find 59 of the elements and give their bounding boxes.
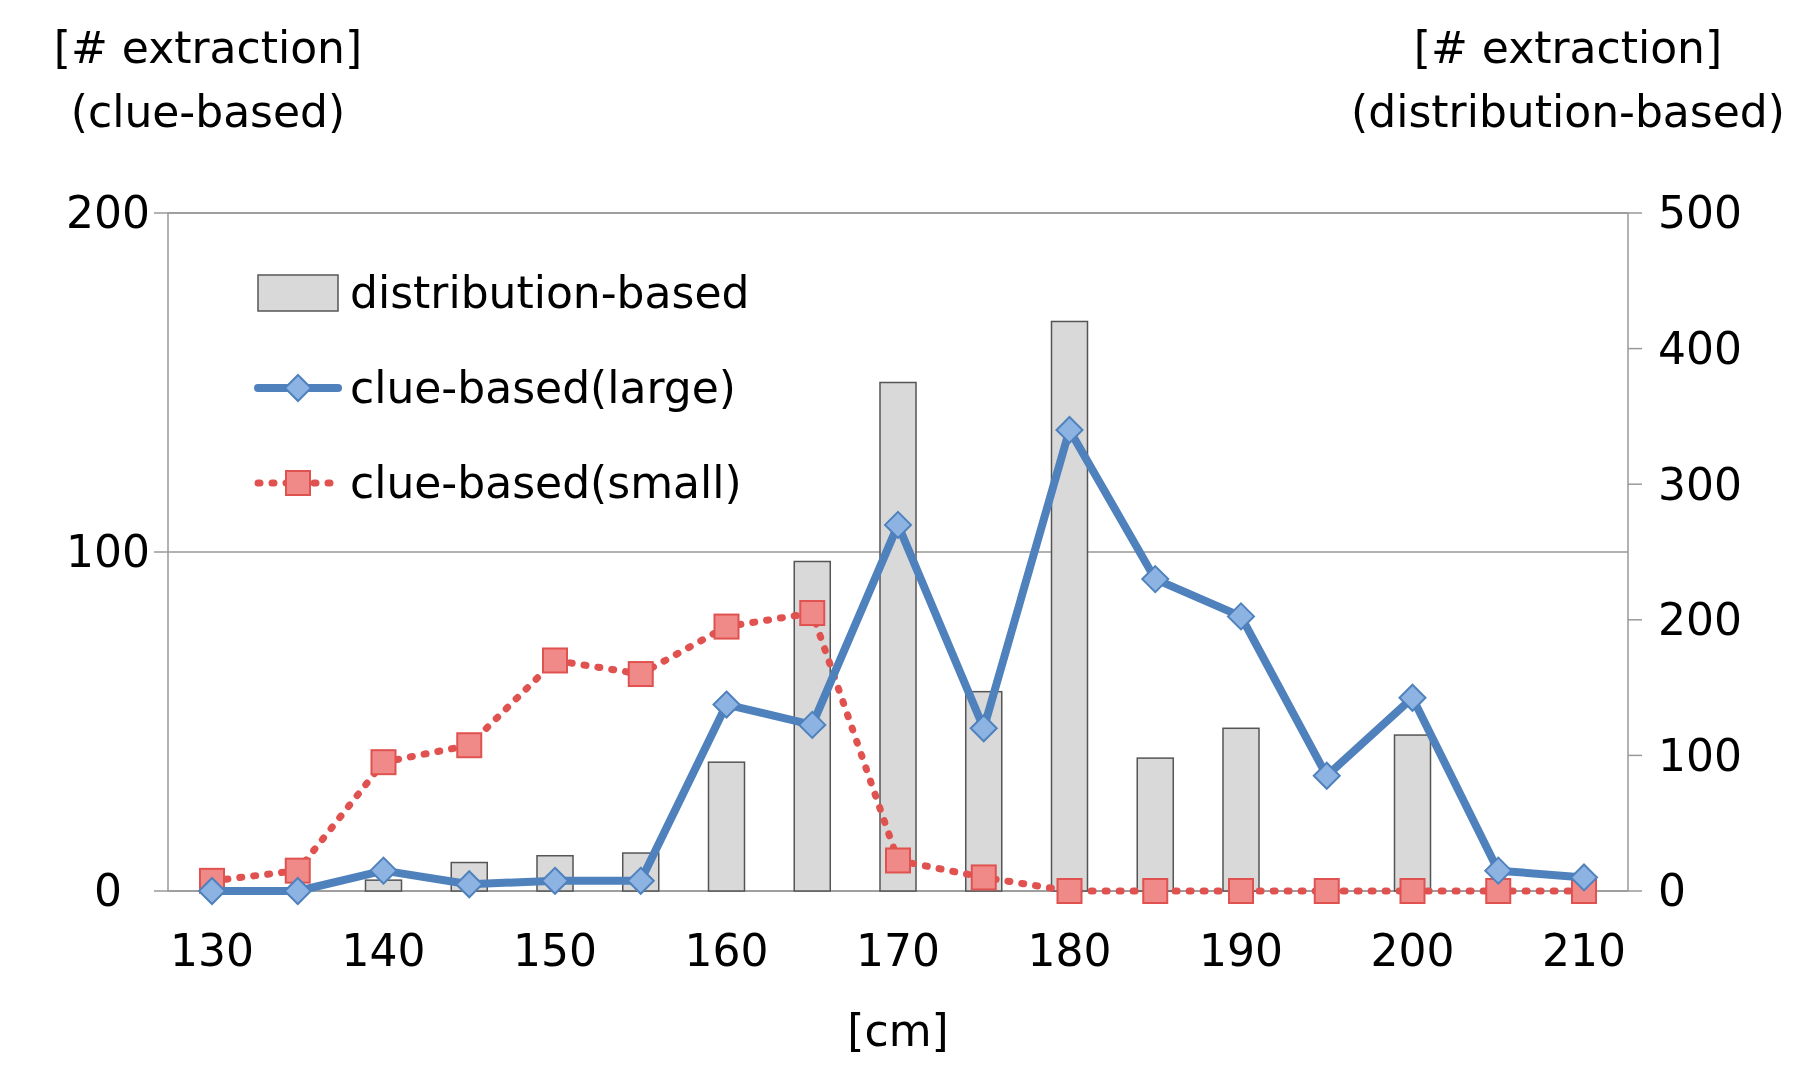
x-axis-title: [cm] — [847, 1005, 949, 1056]
point — [284, 857, 311, 884]
point — [713, 613, 740, 640]
point — [1398, 683, 1427, 712]
point — [885, 847, 911, 874]
point — [283, 877, 312, 905]
point — [884, 510, 912, 539]
y-axis-title: [# extraction] (clue-based) — [53, 22, 363, 137]
y-tick-label: 100 — [66, 526, 150, 578]
bar — [1222, 727, 1260, 892]
bar — [707, 761, 746, 892]
x-tick-label: 200 — [1370, 925, 1455, 976]
point — [1399, 878, 1426, 904]
y-tick-label: 200 — [66, 187, 150, 239]
point — [1313, 878, 1340, 904]
x-tick-label: 130 — [170, 925, 254, 976]
point — [542, 647, 568, 674]
point — [1228, 878, 1254, 904]
point — [1312, 761, 1341, 790]
y2-tick-label: 500 — [1658, 187, 1742, 239]
point — [1141, 565, 1170, 594]
point — [799, 600, 826, 627]
point — [1485, 878, 1512, 904]
point — [1056, 878, 1083, 904]
point — [712, 690, 741, 719]
point — [1227, 602, 1255, 631]
x-tick-label: 210 — [1542, 925, 1626, 976]
x-tick-label: 150 — [513, 925, 597, 976]
point — [969, 714, 998, 743]
point — [1484, 856, 1513, 885]
point — [1570, 863, 1598, 892]
point — [369, 856, 398, 885]
point — [456, 732, 483, 759]
y-tick-label: 0 — [94, 865, 122, 917]
bar — [1050, 320, 1089, 892]
point — [627, 661, 654, 688]
point — [1055, 415, 1084, 444]
x-tick-label: 180 — [1027, 925, 1112, 976]
bar — [364, 879, 403, 892]
legend-label: clue-based(small) — [350, 457, 742, 509]
x-tick-label: 140 — [341, 925, 426, 976]
y2-tick-label: 100 — [1658, 729, 1742, 781]
bar — [1393, 734, 1432, 892]
point — [798, 710, 827, 739]
legend-label: distribution-based — [350, 267, 750, 319]
point — [1142, 878, 1169, 904]
x-tick-label: 170 — [856, 925, 940, 976]
bar — [1136, 757, 1175, 892]
y2-tick-label: 400 — [1658, 323, 1742, 374]
point — [970, 864, 997, 891]
point — [198, 877, 226, 905]
x-tick-label: 190 — [1199, 925, 1283, 976]
legend-label: clue-based(large) — [350, 362, 736, 414]
x-tick-label: 160 — [684, 925, 769, 976]
y2-axis-title: [# extraction] (distribution-based) — [1351, 22, 1785, 137]
y2-tick-label: 0 — [1658, 865, 1686, 917]
point — [370, 749, 397, 776]
y2-tick-label: 200 — [1658, 594, 1742, 646]
y2-tick-label: 300 — [1658, 458, 1742, 510]
